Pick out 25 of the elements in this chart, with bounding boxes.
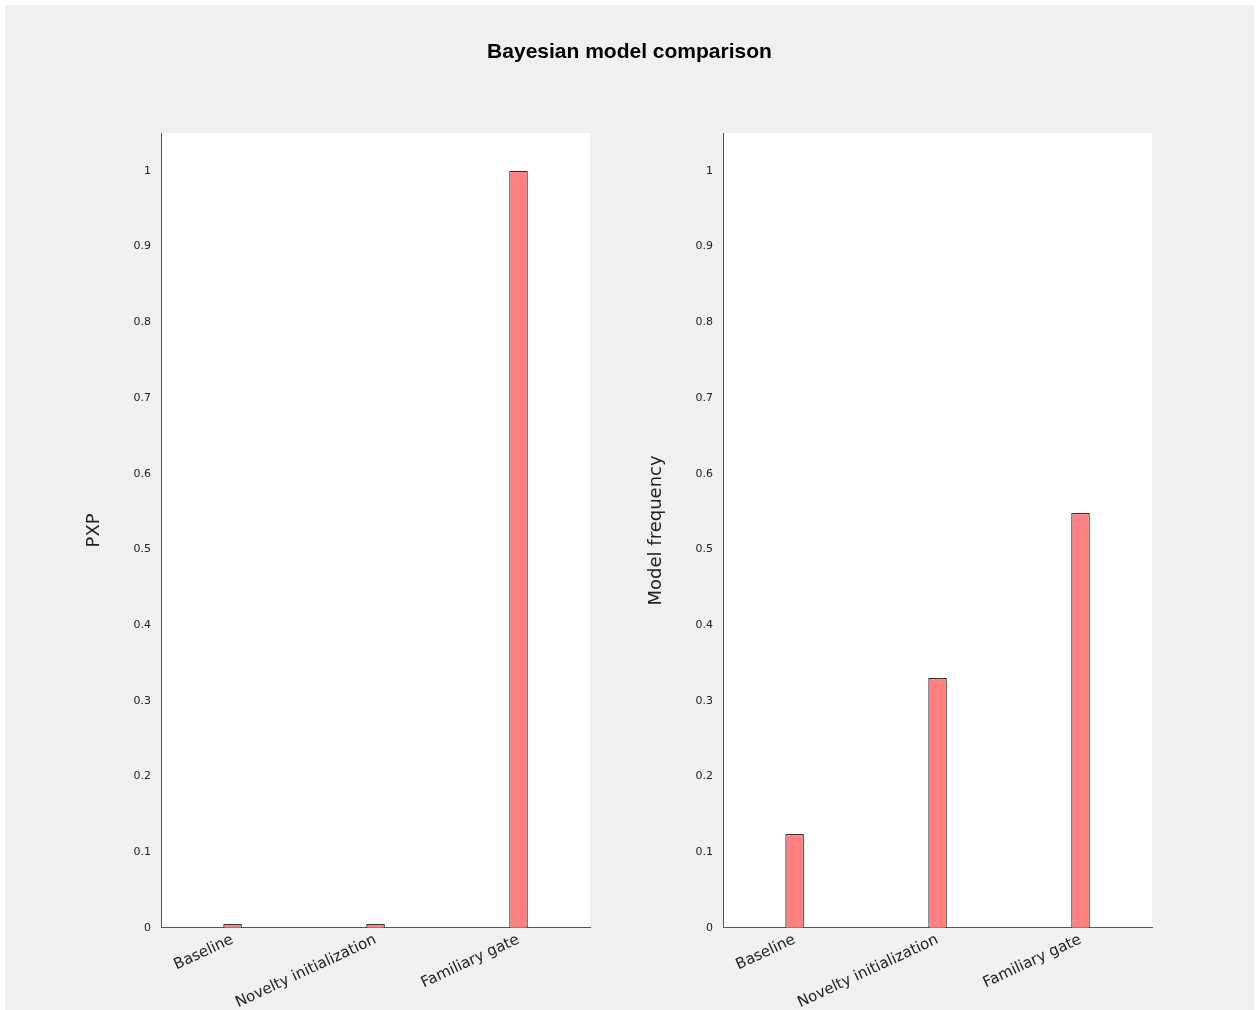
- y-tick-label: 0.7: [695, 390, 714, 404]
- y-tick-label: 0.3: [695, 693, 714, 707]
- y-tick-label: 0.8: [133, 315, 152, 329]
- y-tick-label: 0: [144, 920, 152, 934]
- y-tick-label: 0.7: [133, 390, 152, 404]
- y-tick-label: 1: [144, 163, 152, 177]
- y-tick-label: 0.6: [695, 466, 714, 480]
- y-tick-label: 0.1: [695, 845, 714, 859]
- y-tick-label: 0.2: [695, 769, 714, 783]
- y-tick-label: 0.2: [133, 769, 152, 783]
- y-axis-title: PXP: [82, 513, 104, 548]
- y-tick-label: 0.9: [133, 239, 152, 253]
- y-tick-label: 0.3: [133, 693, 152, 707]
- y-tick-label: 0.9: [695, 239, 714, 253]
- y-axis-title: Model frequency: [644, 455, 666, 606]
- y-tick-label: 0.5: [695, 542, 714, 556]
- y-tick-label: 0.4: [695, 617, 714, 631]
- y-tick-label: 0.5: [133, 542, 152, 556]
- y-tick-label: 0.6: [133, 466, 152, 480]
- y-tick-label: 0.1: [133, 845, 152, 859]
- y-tick-label: 0.4: [133, 617, 152, 631]
- y-tick-label: 0: [706, 920, 714, 934]
- chart-title: Bayesian model comparison: [486, 39, 773, 63]
- y-tick-label: 0.8: [695, 315, 714, 329]
- y-tick-label: 1: [706, 163, 714, 177]
